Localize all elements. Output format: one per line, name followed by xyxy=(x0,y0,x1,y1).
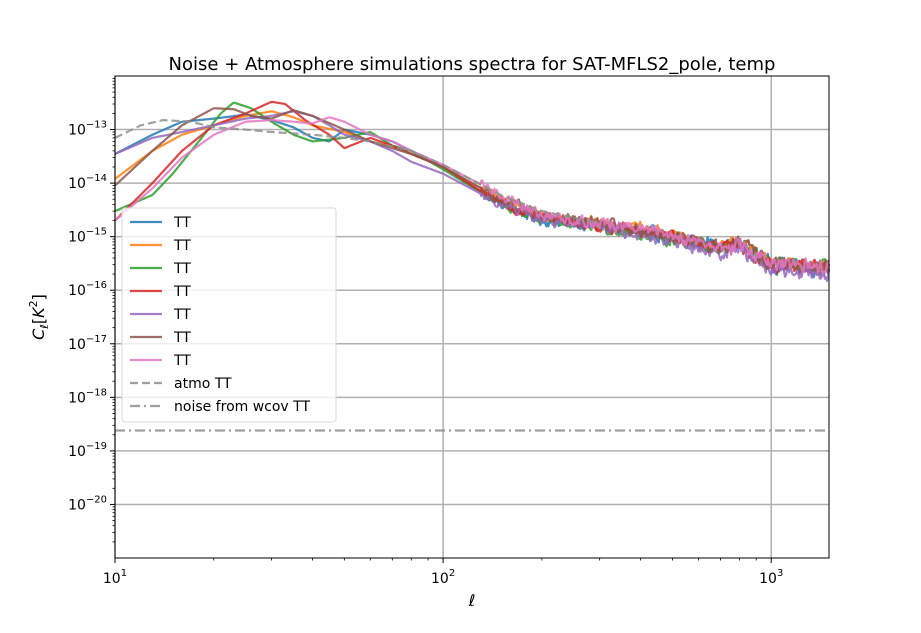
y-axis: 10−20 10−19 10−18 10−17 10−16 10−15 10−14 10−13 xyxy=(68,78,115,543)
y-tick-label: 10−19 xyxy=(68,441,107,460)
legend-label: noise from wcov TT xyxy=(174,399,310,415)
y-tick-label: 10−14 xyxy=(68,173,107,192)
legend-label: TT xyxy=(173,284,191,300)
chart-title: Noise + Atmosphere simulations spectra f… xyxy=(169,54,776,75)
series-line xyxy=(114,116,831,276)
x-tick-label: 102 xyxy=(431,568,455,587)
series-line xyxy=(114,119,600,225)
y-tick-label: 10−17 xyxy=(68,334,107,353)
legend: TT TT TT TT TT TT TT atmo TT noise from wcov TT xyxy=(121,207,337,423)
y-axis-label: Cℓ[K2] xyxy=(27,294,51,340)
legend-label: TT xyxy=(173,353,191,369)
y-tick-label: 10−13 xyxy=(68,120,107,139)
legend-box xyxy=(121,207,337,423)
y-tick-label: 10−18 xyxy=(68,387,107,406)
x-tick-label: 101 xyxy=(103,568,127,587)
y-tick-label: 10−20 xyxy=(68,494,107,513)
legend-label: TT xyxy=(173,261,191,277)
y-tick-label: 10−16 xyxy=(68,280,107,299)
y-tick-label: 10−15 xyxy=(68,227,107,246)
legend-label: atmo TT xyxy=(174,376,232,392)
series-line xyxy=(114,110,831,283)
series-layer xyxy=(114,100,831,432)
legend-label: TT xyxy=(173,330,191,346)
legend-label: TT xyxy=(173,238,191,254)
x-axis-label: ℓ xyxy=(468,591,476,610)
legend-label: TT xyxy=(173,307,191,323)
x-tick-label: 103 xyxy=(759,568,783,587)
legend-label: TT xyxy=(173,215,191,231)
plot-frame xyxy=(114,75,830,559)
x-axis: 101 102 103 xyxy=(103,558,783,587)
series-line xyxy=(114,107,830,274)
